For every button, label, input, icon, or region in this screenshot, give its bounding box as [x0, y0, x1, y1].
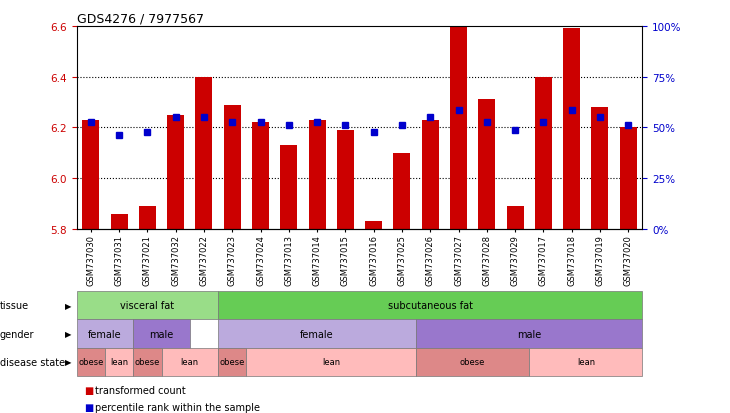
Text: obese: obese [460, 357, 485, 366]
Text: obese: obese [78, 357, 104, 366]
Bar [167, 115, 184, 229]
Bar [535, 77, 552, 229]
Text: gender: gender [0, 329, 34, 339]
Text: lean: lean [110, 357, 128, 366]
Text: female: female [88, 329, 122, 339]
Text: ▶: ▶ [65, 329, 72, 338]
Bar [139, 206, 156, 229]
Bar [82, 121, 99, 229]
Bar [196, 77, 212, 229]
Text: disease state: disease state [0, 357, 65, 367]
Bar [564, 29, 580, 229]
Bar [252, 123, 269, 229]
Bar [337, 131, 354, 229]
Text: female: female [300, 329, 334, 339]
Text: ▶: ▶ [65, 301, 72, 310]
Text: obese: obese [134, 357, 160, 366]
Text: obese: obese [220, 357, 245, 366]
Bar [591, 108, 609, 229]
Text: ■: ■ [84, 402, 93, 412]
Text: male: male [150, 329, 174, 339]
Text: GDS4276 / 7977567: GDS4276 / 7977567 [77, 12, 204, 25]
Bar [393, 153, 410, 229]
Text: subcutaneous fat: subcutaneous fat [388, 301, 473, 311]
Bar [507, 206, 523, 229]
Bar [309, 121, 326, 229]
Text: lean: lean [181, 357, 199, 366]
Text: ▶: ▶ [65, 357, 72, 366]
Bar [365, 222, 383, 229]
Text: percentile rank within the sample: percentile rank within the sample [95, 402, 260, 412]
Bar [478, 100, 495, 229]
Bar [450, 27, 467, 229]
Bar [422, 121, 439, 229]
Text: lean: lean [577, 357, 595, 366]
Text: ■: ■ [84, 385, 93, 395]
Text: male: male [517, 329, 542, 339]
Text: lean: lean [322, 357, 340, 366]
Bar [223, 105, 241, 229]
Bar [110, 214, 128, 229]
Bar [620, 128, 637, 229]
Text: transformed count: transformed count [95, 385, 185, 395]
Text: visceral fat: visceral fat [120, 301, 174, 311]
Bar [280, 146, 297, 229]
Text: tissue: tissue [0, 301, 29, 311]
